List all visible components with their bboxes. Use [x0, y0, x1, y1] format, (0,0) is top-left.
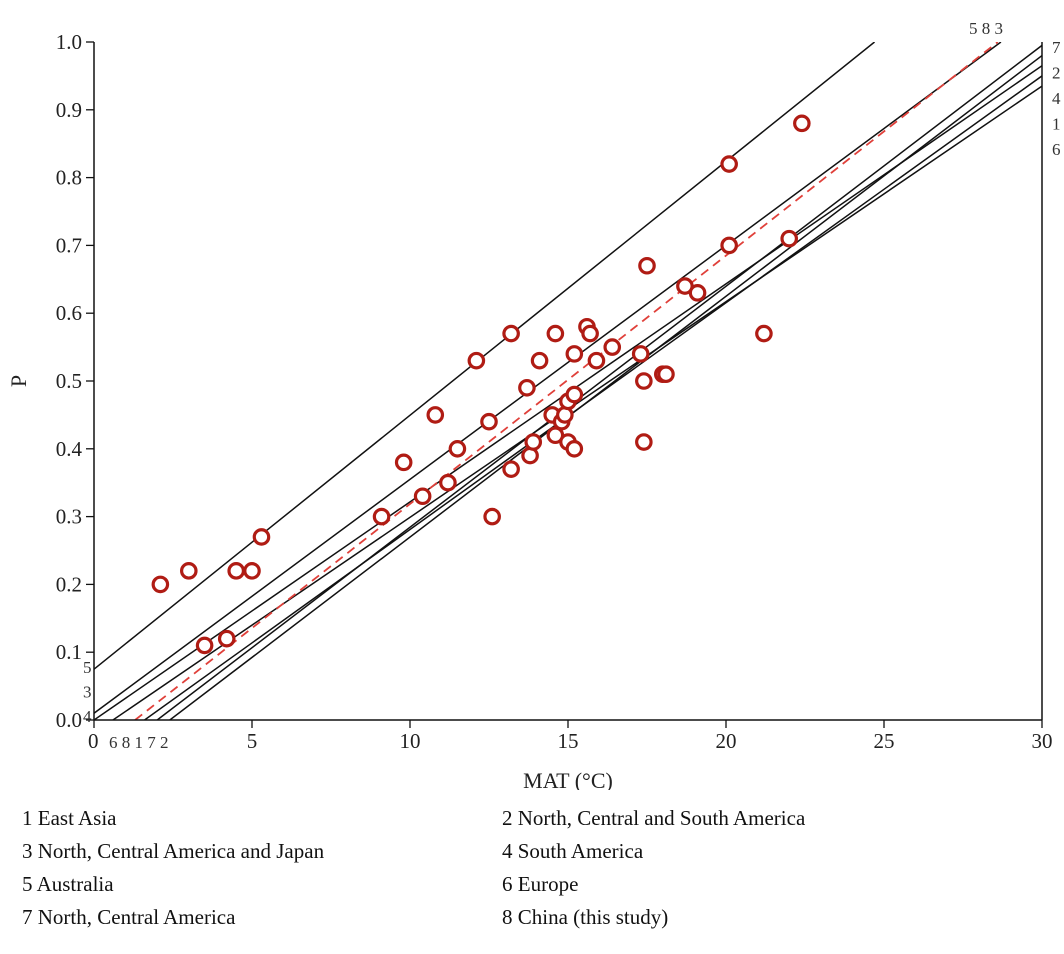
legend-entry: 6 Europe — [502, 872, 579, 896]
data-point — [635, 372, 653, 390]
top-line-labels: 5 8 3 — [969, 19, 1003, 38]
data-point — [151, 575, 170, 594]
left-line-label: 5 — [83, 658, 92, 677]
line-labels: 5 8 3 7 2 4 1 6 5 3 4 6 8 1 7 2 — [83, 19, 1061, 752]
data-point — [439, 473, 457, 492]
data-point — [394, 453, 413, 472]
data-point — [426, 406, 445, 424]
legend-entry: 2 North, Central and South America — [502, 806, 806, 830]
regression-line-8 — [134, 42, 999, 720]
x-tick-label: 5 — [247, 729, 258, 753]
data-point — [217, 629, 236, 648]
legend-entry: 7 North, Central America — [22, 905, 236, 929]
data-point — [793, 114, 811, 133]
y-tick-label: 0.0 — [56, 708, 82, 732]
y-tick-label: 0.4 — [56, 437, 83, 461]
data-points — [151, 114, 811, 655]
left-line-label: 3 — [83, 683, 92, 702]
legend-entry: 8 China (this study) — [502, 905, 669, 929]
y-tick-label: 0.9 — [56, 98, 82, 122]
left-line-label: 4 — [83, 707, 92, 726]
data-point — [635, 433, 653, 451]
data-point — [755, 324, 773, 343]
data-point — [372, 507, 391, 526]
right-line-label: 7 — [1052, 38, 1061, 57]
regression-line-2 — [169, 54, 1042, 720]
y-tick-label: 0.7 — [56, 233, 82, 257]
data-point — [524, 433, 543, 451]
data-point — [638, 256, 656, 275]
data-point — [720, 155, 738, 173]
regression-line-7 — [156, 44, 1042, 720]
data-point — [581, 324, 599, 343]
data-point — [195, 636, 214, 655]
x-tick-label: 25 — [874, 729, 895, 753]
right-line-label: 6 — [1052, 140, 1061, 159]
data-point — [480, 412, 498, 431]
right-line-label: 2 — [1052, 64, 1061, 83]
chart: 0.00.10.20.30.40.50.60.70.80.91.00 5 10 15 2… — [6, 19, 1061, 790]
x-tick-label: 0 — [88, 729, 99, 753]
legend-entry: 4 South America — [502, 839, 644, 863]
y-tick-label: 1.0 — [56, 30, 82, 54]
data-point — [252, 528, 271, 546]
x-tick-label: 15 — [558, 729, 579, 753]
legend-entry: 5 Australia — [22, 872, 114, 896]
data-point — [565, 345, 584, 363]
data-point — [518, 378, 536, 397]
y-tick-label: 0.2 — [56, 572, 82, 596]
regression-line-3 — [94, 42, 1002, 714]
data-point — [502, 460, 520, 478]
data-point — [227, 562, 245, 580]
y-tick-label: 0.5 — [56, 369, 82, 393]
data-point — [587, 351, 606, 370]
data-point — [413, 487, 432, 506]
x-axis-label: MAT (°C) — [523, 768, 613, 790]
y-tick-label: 0.8 — [56, 166, 82, 190]
right-line-label: 1 — [1052, 115, 1061, 134]
regression-lines — [94, 42, 1042, 720]
legend: 1 East Asia 2 North, Central and South Am… — [22, 805, 1042, 931]
right-line-label: 4 — [1052, 89, 1061, 108]
y-axis-label: P — [6, 375, 31, 387]
data-point — [720, 236, 738, 255]
data-point — [483, 507, 501, 526]
y-tick-label: 0.1 — [56, 640, 82, 664]
data-point — [688, 284, 707, 302]
data-point — [780, 229, 798, 248]
y-tick-label: 0.3 — [56, 505, 82, 529]
data-point — [502, 324, 520, 343]
data-point — [243, 562, 261, 580]
x-tick-label: 10 — [400, 729, 421, 753]
data-point — [565, 385, 584, 404]
data-point — [603, 338, 622, 356]
legend-entry: 1 East Asia — [22, 806, 117, 830]
legend-entry: 3 North, Central America and Japan — [22, 839, 325, 863]
data-point — [546, 324, 565, 343]
data-point — [631, 345, 650, 363]
regression-line-5 — [94, 42, 875, 670]
axes: 0.0 0.1 0.2 0.3 0.4 0.5 0.6 0.7 0.8 0.9 1.0 0 5 10 15 2… — [6, 30, 1053, 790]
data-point — [657, 365, 675, 384]
data-point — [530, 351, 549, 370]
y-tick-label: 0.6 — [56, 301, 82, 325]
data-point — [565, 439, 584, 458]
data-point — [448, 439, 467, 458]
x-tick-label: 30 — [1032, 729, 1053, 753]
data-point — [467, 351, 486, 370]
data-point — [180, 562, 198, 580]
x-tick-label: 20 — [716, 729, 737, 753]
regression-line-6 — [112, 85, 1042, 720]
bottom-line-labels: 6 8 1 7 2 — [109, 733, 169, 752]
